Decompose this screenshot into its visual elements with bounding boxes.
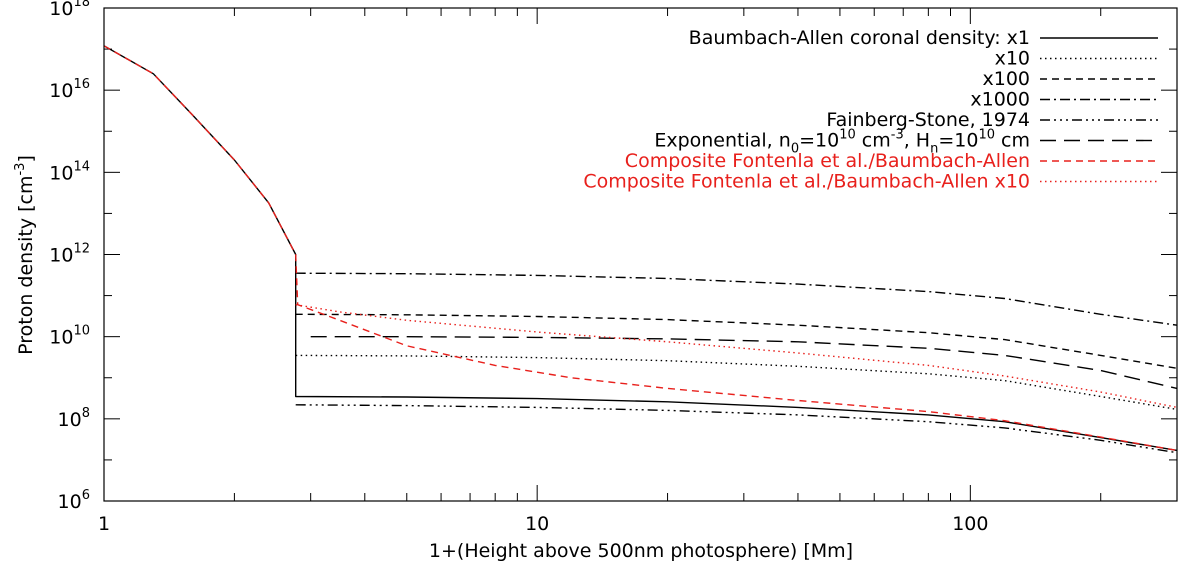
legend-label-part: 0 [791, 142, 799, 157]
y-axis-label-sup: -3 [13, 163, 28, 176]
y-axis-label-main: Proton density [cm [15, 176, 37, 355]
legend-label-7: Composite Fontenla et al./Baumbach-Allen [625, 150, 1030, 172]
x-tick-label: 100 [952, 513, 988, 535]
legend-label-3: x100 [982, 68, 1030, 90]
series-line-4 [295, 272, 1178, 326]
y-tick-label-base: 10 [49, 327, 73, 349]
legend-label-part: cm [995, 130, 1030, 152]
y-tick-label-base: 10 [49, 162, 73, 184]
y-tick-label-exponent: 16 [73, 77, 90, 92]
legend-label-part: Exponential, n [654, 130, 790, 152]
legend-label-2: x10 [995, 48, 1030, 70]
legend-label-5: Fainberg-Stone, 1974 [826, 109, 1030, 131]
legend-label-part: =10 [799, 130, 839, 152]
x-tick-label: 1 [98, 513, 110, 535]
legend-label-8: Composite Fontenla et al./Baumbach-Allen… [583, 171, 1030, 193]
y-tick-label-exponent: 6 [82, 488, 90, 503]
series-layer [103, 45, 1178, 454]
legend-label-part: cm [856, 130, 891, 152]
legend-label-part: -3 [891, 128, 904, 143]
series-line-8 [295, 304, 1178, 409]
series-line-6 [310, 336, 1178, 390]
series-line-5 [295, 404, 1178, 454]
legend-label-1: Baumbach-Allen coronal density: x1 [689, 27, 1030, 49]
legend-label-part: , H [904, 130, 930, 152]
x-axis-label: 1+(Height above 500nm photosphere) [Mm] [429, 540, 853, 562]
x-tick-label: 10 [525, 513, 549, 535]
y-tick-label: 1014 [49, 159, 90, 184]
legend-label-4: x1000 [970, 89, 1030, 111]
axis-ticks-layer [103, 7, 1178, 502]
series-line-3 [295, 313, 1178, 369]
legend-label-part: 10 [978, 128, 995, 143]
y-tick-label-base: 10 [58, 409, 82, 431]
y-tick-label-base: 10 [49, 245, 73, 267]
series-line-2 [295, 354, 1178, 411]
plot-frame [103, 7, 1178, 502]
y-tick-label-base: 10 [49, 80, 73, 102]
y-tick-label-exponent: 18 [73, 0, 90, 10]
y-tick-label: 1012 [49, 242, 90, 267]
y-tick-label: 108 [58, 406, 90, 431]
y-tick-label: 1018 [49, 0, 90, 20]
y-tick-label-exponent: 10 [73, 324, 90, 339]
y-tick-label-exponent: 12 [73, 242, 90, 257]
legend: Baumbach-Allen coronal density: x1x10x10… [583, 27, 1158, 193]
legend-label-part: =10 [938, 130, 978, 152]
y-tick-label-base: 10 [58, 491, 82, 513]
y-tick-label-base: 10 [49, 0, 73, 20]
legend-label-part: 10 [839, 128, 856, 143]
y-tick-label-exponent: 14 [73, 159, 90, 174]
y-tick-label: 1010 [49, 324, 90, 349]
y-tick-label-exponent: 8 [82, 406, 90, 421]
legend-label-6: Exponential, n0=1010 cm-3, Hn=1010 cm [654, 128, 1030, 157]
legend-label-part: n [930, 142, 938, 157]
y-tick-label: 1016 [49, 77, 90, 102]
y-axis-label: Proton density [cm-3] [13, 155, 37, 355]
y-tick-label: 106 [58, 488, 90, 513]
y-axis-label-close: ] [15, 155, 37, 162]
